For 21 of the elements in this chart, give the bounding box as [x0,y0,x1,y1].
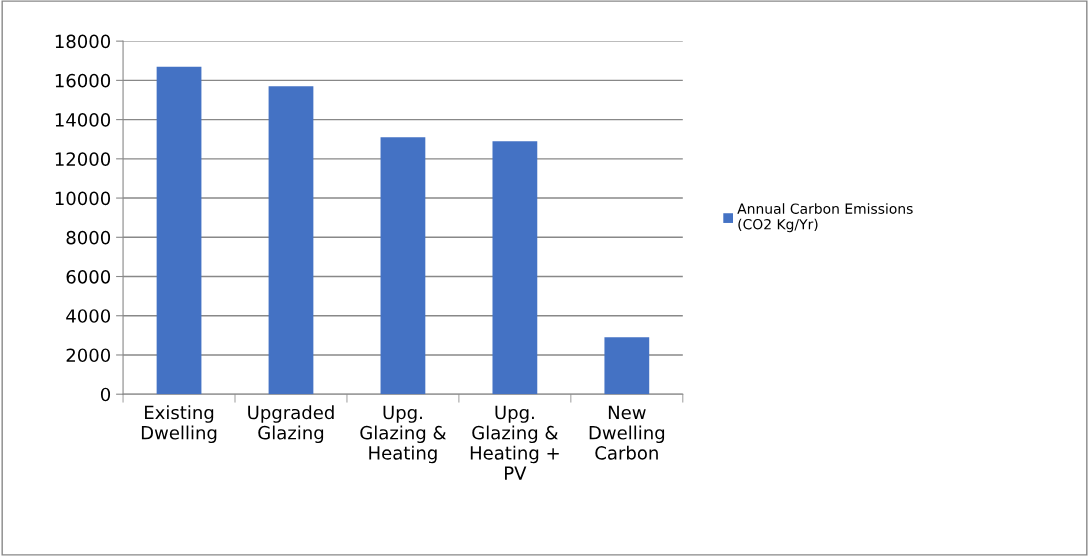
bar [380,137,426,395]
x-tick-label: Existing Dwelling [141,405,217,444]
y-tick-label: 10000 [55,191,111,206]
y-tick-label: 8000 [66,230,111,245]
y-tick-label: 12000 [55,152,111,166]
bar [268,86,314,395]
x-tick-label: Upg. Glazing & Heating [360,405,447,464]
bar [492,141,538,395]
y-tick-label: 0 [100,387,111,402]
y-tick-label: 6000 [66,269,111,284]
x-tick-label: New Dwelling Carbon [589,405,665,460]
legend-label: Annual Carbon Emissions (CO2 Kg/Yr) [737,203,913,233]
y-tick-label: 2000 [66,348,111,363]
y-tick-label: 4000 [66,309,111,323]
bar [156,66,202,395]
y-tick-label: 16000 [55,73,111,88]
y-tick-label: 14000 [55,113,111,127]
x-tick-label: Upg. Glazing & Heating + PV [470,405,559,480]
y-tick-label: 18000 [55,34,111,49]
bar [604,337,650,395]
x-tick-label: Upgraded Glazing [248,405,334,444]
